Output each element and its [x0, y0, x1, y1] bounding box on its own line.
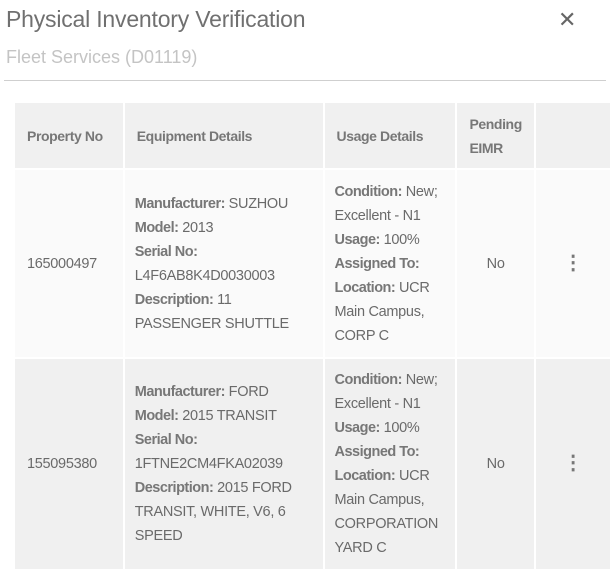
model: 2015 TRANSIT: [182, 408, 277, 424]
label: Location:: [334, 279, 396, 296]
table-row: 165000497 Manufacturer: SUZHOU Model: 20…: [15, 170, 610, 357]
usage: 100%: [383, 231, 420, 248]
serial-no: 1FTNE2CM4FKA02039: [134, 456, 283, 472]
label: Serial No:: [134, 243, 198, 260]
condition: New; Excellent - N1: [334, 183, 438, 224]
equipment-details: Manufacturer: SUZHOU Model: 2013 Serial …: [124, 170, 323, 357]
serial-no: L4F6AB8K4D0030003: [134, 267, 275, 284]
more-vertical-icon[interactable]: ⋮: [563, 452, 583, 474]
manufacturer: SUZHOU: [228, 195, 289, 212]
column-usage-details: Usage Details: [324, 103, 456, 168]
usage-details: Condition: New; Excellent - N1 Usage: 10…: [324, 359, 456, 569]
label: Assigned To:: [334, 444, 420, 460]
label: Model:: [134, 408, 179, 424]
column-pending-eimr: Pending EIMR: [457, 103, 534, 168]
usage-details: Condition: New; Excellent - N1 Usage: 10…: [324, 170, 456, 357]
table-header: Property No Equipment Details Usage Deta…: [15, 103, 610, 168]
page-title: Physical Inventory Verification: [6, 6, 306, 32]
label: Manufacturer:: [134, 384, 226, 400]
label: Serial No:: [134, 432, 198, 448]
condition: New; Excellent - N1: [334, 372, 438, 412]
label: Condition:: [334, 372, 403, 388]
location: UCR Main Campus, CORP C: [334, 279, 430, 344]
label: Assigned To:: [334, 255, 420, 272]
property-no: 165000497: [15, 170, 123, 357]
column-actions: [535, 103, 610, 168]
row-menu-button[interactable]: ⋮: [535, 170, 610, 357]
page-subtitle: Fleet Services (D01119): [6, 47, 198, 67]
model: 2013: [182, 219, 214, 236]
label: Description:: [134, 291, 214, 308]
inventory-table: Property No Equipment Details Usage Deta…: [13, 101, 610, 571]
more-vertical-icon[interactable]: ⋮: [563, 251, 583, 274]
description: 11 PASSENGER SHUTTLE: [134, 291, 289, 332]
close-icon[interactable]: ✕: [558, 7, 577, 32]
description: 2015 FORD TRANSIT, WHITE, V6, 6 SPEED: [134, 480, 292, 544]
label: Manufacturer:: [134, 195, 226, 212]
column-property-no: Property No: [15, 103, 123, 168]
property-no: 155095380: [15, 359, 123, 569]
location: UCR Main Campus, CORPORATION YARD C: [334, 468, 439, 556]
label: Location:: [334, 468, 396, 484]
manufacturer: FORD: [228, 384, 269, 400]
label: Usage:: [334, 231, 381, 248]
label: Model:: [134, 219, 179, 236]
divider: [4, 80, 606, 81]
pending-eimr: No: [457, 359, 534, 569]
equipment-details: Manufacturer: FORD Model: 2015 TRANSIT S…: [124, 359, 323, 569]
pending-eimr: No: [457, 170, 534, 357]
table-row: 155095380 Manufacturer: FORD Model: 2015…: [15, 359, 610, 569]
row-menu-button[interactable]: ⋮: [535, 359, 610, 569]
label: Usage:: [334, 420, 381, 436]
label: Description:: [134, 480, 214, 496]
label: Condition:: [334, 183, 403, 200]
column-equipment-details: Equipment Details: [124, 103, 323, 168]
usage: 100%: [383, 420, 420, 436]
